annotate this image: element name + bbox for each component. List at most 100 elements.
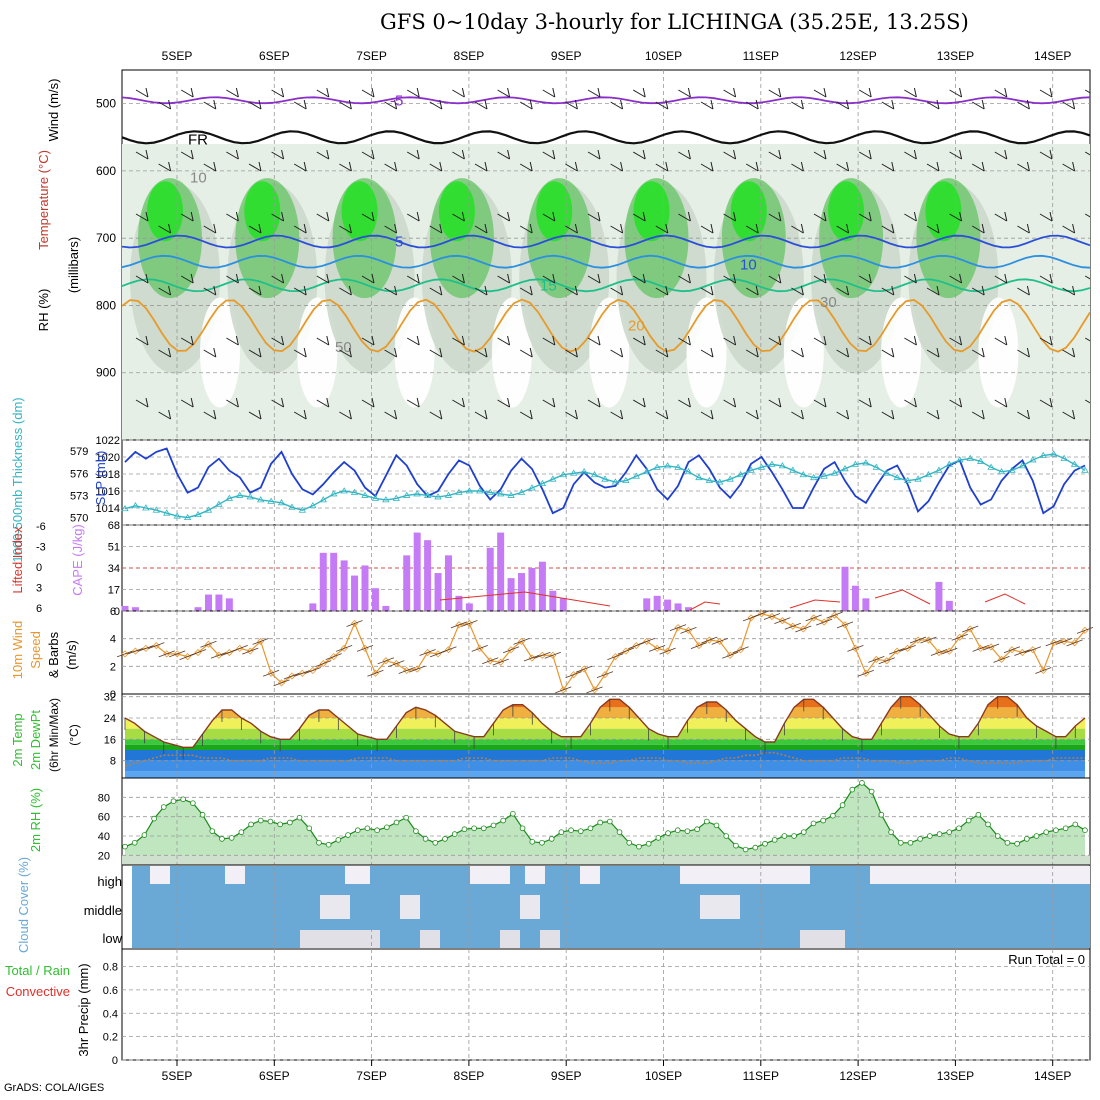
wind-barb-flag [687, 149, 691, 160]
cape-bar [684, 607, 692, 611]
wind-barb [795, 625, 812, 633]
wind-barb [1017, 163, 1030, 172]
cape-bar [434, 573, 442, 611]
thickness-marker [361, 491, 369, 498]
wind-barb-flag [620, 347, 624, 358]
date-axis-bottom: 5SEP 6SEP 7SEP 8SEP 9SEP 10SEP 11SEP 12SEP 13SEP… [162, 1060, 1071, 1083]
wind-barb [881, 349, 895, 358]
wind-barb [669, 624, 687, 631]
thickness-marker [851, 460, 860, 467]
wind-barb-flag [281, 335, 285, 346]
wind-barb-flag [687, 273, 691, 284]
rh-marker [684, 828, 691, 834]
wind-barb [655, 163, 669, 172]
thickness-marker [799, 470, 807, 478]
thickness-marker [256, 496, 265, 503]
contour-label: -5 [390, 92, 403, 109]
upper-air-ylabel: Wind (m/s) Temperature (°C) RH (%) (milliba… [36, 79, 81, 332]
wind-barb [361, 337, 375, 346]
temp-axis-label-1: 2m Temp [10, 713, 25, 766]
rh-shade-90 [536, 181, 573, 242]
wind-barb-flag [439, 223, 443, 234]
wind-barb [565, 349, 578, 358]
wind-barb [248, 287, 262, 296]
thickness-marker [976, 457, 985, 464]
rh-marker [558, 829, 565, 835]
wind-barb-flag [823, 397, 827, 408]
wind-barb [587, 275, 601, 284]
wind-barb [904, 399, 917, 408]
wind-tick: 2 [110, 661, 116, 673]
wind-barb [482, 657, 499, 665]
wind-barb-flag [190, 211, 194, 222]
wind-ylabel: 10m Wind Speed & Barbs (m/s) [10, 621, 79, 680]
wind-barb [492, 658, 509, 666]
rh-marker [413, 828, 419, 834]
isotherm-20 [122, 298, 1090, 353]
wind-barb [700, 349, 714, 358]
wind-barb-flag [1026, 161, 1030, 172]
date-label-top: 5SEP [162, 49, 193, 63]
wind-barb [137, 644, 155, 652]
wind-barb-flag [371, 87, 375, 98]
wind-barb-flag [823, 335, 827, 346]
wind-barb [135, 337, 149, 346]
wind-barb [452, 213, 465, 222]
rh-marker [384, 824, 390, 831]
wind-barb [180, 213, 194, 222]
wind-barb-flag [507, 87, 511, 98]
wind-barb [659, 647, 676, 655]
wind-barb [836, 163, 849, 172]
temp-tick: 32 [104, 692, 116, 704]
wind-barb-flag [891, 409, 895, 420]
date-label-bottom: 6SEP [259, 1069, 290, 1083]
wind-barb-flag [416, 149, 420, 160]
slp-ylabel: 1000-500mb Thickness (dm) SLP (mb) [10, 397, 108, 562]
wind-axis-label-2: Speed [28, 631, 43, 669]
wind-barb-flag [213, 161, 217, 172]
wind-barb [881, 225, 895, 234]
wind-barb [926, 225, 940, 234]
thickness-marker [277, 499, 286, 506]
cape-bar [664, 599, 672, 611]
wind-barb-flag [235, 335, 239, 346]
rh-marker [616, 829, 623, 835]
wind-barb [542, 213, 556, 222]
cape-bar [424, 540, 432, 611]
rh-marker [519, 825, 526, 832]
wind-barb [680, 626, 697, 634]
wind-barb [283, 672, 301, 680]
thickness-marker [559, 470, 567, 478]
wind-barb [565, 225, 578, 234]
wind-barb-flag [348, 161, 352, 172]
rh-shade-clear [589, 297, 630, 408]
rh-marker [422, 836, 429, 842]
wind-barb [519, 225, 533, 234]
wind-barb [1055, 638, 1073, 645]
rh-marker [1004, 839, 1011, 846]
wind-barb [271, 275, 284, 284]
thickness-tick: 576 [70, 468, 88, 480]
wind-barb [158, 101, 171, 110]
wind-barb-flag [1049, 335, 1053, 346]
rh-marker [965, 817, 972, 824]
wind-barb [836, 621, 854, 629]
slp-axis-label: SLP (mb) [93, 451, 108, 506]
wind-barb-flag [823, 149, 827, 160]
wind-barb [949, 213, 962, 222]
wind-barb-flag [846, 223, 850, 234]
wind-barb [791, 101, 804, 110]
wind-barb-flag [529, 161, 533, 172]
rh-marker [131, 839, 138, 846]
wind-barb [632, 399, 646, 408]
wind-barb-flag [552, 149, 556, 160]
slp-tick: 1014 [96, 503, 120, 515]
wind-barb-flag [755, 409, 759, 420]
lifted-tick: 6 [36, 603, 42, 615]
lifted-tick: 3 [36, 583, 42, 595]
wind-barb [1017, 349, 1030, 358]
wind-barb-flag [733, 211, 737, 222]
wind-barb [1003, 646, 1021, 654]
temp-axis-label-4: (°C) [67, 724, 81, 745]
wind-barb [450, 621, 468, 629]
